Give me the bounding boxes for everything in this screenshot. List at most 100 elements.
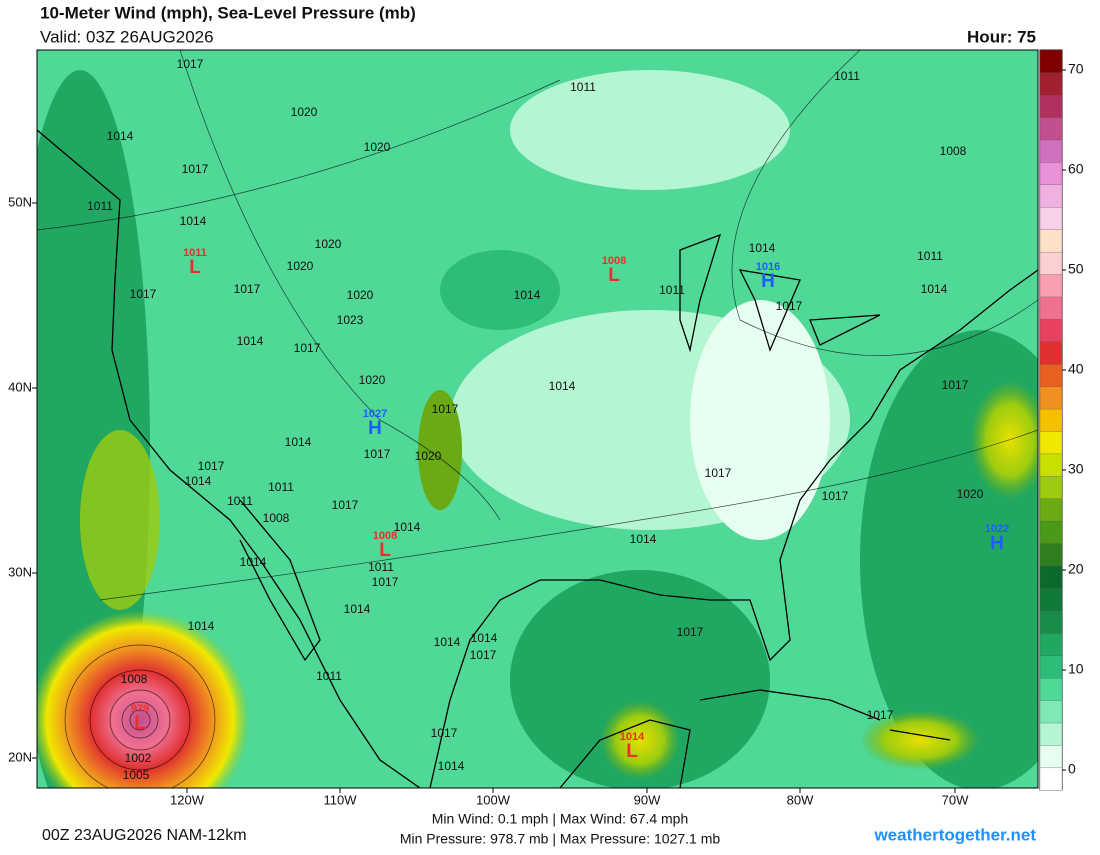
colorbar-label: 60: [1068, 161, 1084, 177]
colorbar-cell: [1039, 318, 1063, 342]
center-value: 1011: [183, 247, 207, 259]
isobar-label: 1017: [177, 57, 204, 71]
colorbar-cell: [1039, 274, 1063, 298]
isobar-label: 1014: [434, 635, 461, 649]
isobar-label: 1020: [291, 105, 318, 119]
map-area: 1017 1020 1020 1014 1017 1011 1011 1008 1011 1014…: [37, 50, 1038, 788]
center-value: 1022: [985, 523, 1009, 535]
isobar-label: 1020: [315, 237, 342, 251]
colorbar-cell: [1039, 184, 1063, 208]
isobar-label: 1017: [822, 489, 849, 503]
isobar-label: 1017: [705, 466, 732, 480]
wind-shade: [970, 380, 1038, 500]
isobar-label: 1002: [125, 751, 152, 765]
colorbar-cell: [1039, 117, 1063, 141]
colorbar-cell: [1039, 745, 1063, 769]
wind-shade: [510, 70, 790, 190]
isobar-label: 1011: [368, 560, 394, 574]
isobar-label: 1020: [415, 449, 442, 463]
isobar-label: 1017: [677, 625, 704, 639]
isobar-label: 1014: [180, 214, 207, 228]
isobar-label: 1017: [942, 378, 969, 392]
colorbar-cell: [1039, 408, 1063, 432]
colorbar-cell: [1039, 431, 1063, 455]
colorbar-cell: [1039, 49, 1063, 73]
colorbar-cell: [1039, 700, 1063, 724]
colorbar-cell: [1039, 161, 1063, 185]
colorbar-cell: [1039, 251, 1063, 275]
colorbar-label: 70: [1068, 61, 1084, 77]
colorbar-cell: [1039, 296, 1063, 320]
isobar-label: 1008: [940, 144, 967, 158]
colorbar-label: 20: [1068, 561, 1084, 577]
colorbar-cell: [1039, 72, 1063, 96]
hurricane-wind: [37, 610, 250, 788]
colorbar-label: 40: [1068, 361, 1084, 377]
isobar-label: 1017: [332, 498, 359, 512]
isobar-label: 1017: [294, 341, 321, 355]
colorbar-label: 0: [1068, 761, 1076, 777]
title: 10-Meter Wind (mph), Sea-Level Pressure …: [40, 3, 416, 22]
isobar-label: 1014: [237, 334, 264, 348]
lon-label: 70W: [942, 792, 969, 807]
wind-shade: [860, 710, 980, 770]
wind-stats: Min Wind: 0.1 mph | Max Wind: 67.4 mph: [432, 811, 689, 827]
isobar-label: 1020: [359, 373, 386, 387]
colorbar-cell: [1039, 341, 1063, 365]
isobar-label: 1017: [234, 282, 261, 296]
isobar-label: 1014: [921, 282, 948, 296]
lat-label: 40N: [8, 379, 32, 394]
isobar-label: 1020: [347, 288, 374, 302]
isobar-label: 1017: [130, 287, 157, 301]
isobar-label: 1011: [316, 669, 342, 683]
colorbar-cell: [1039, 498, 1063, 522]
isobar-label: 1008: [263, 511, 290, 525]
lon-label: 90W: [634, 792, 661, 807]
colorbar-label: 10: [1068, 661, 1084, 677]
wind-shade: [510, 570, 770, 788]
colorbar-cell: [1039, 520, 1063, 544]
colorbar-cell: [1039, 453, 1063, 477]
center-letter: H: [990, 533, 1004, 554]
colorbar-cell: [1039, 677, 1063, 701]
wind-shade: [600, 700, 680, 780]
colorbar-cell: [1039, 229, 1063, 253]
isobar-label: 1014: [630, 532, 657, 546]
center-letter: H: [368, 418, 382, 439]
colorbar-cell: [1039, 767, 1063, 791]
isobar-label: 1014: [514, 288, 541, 302]
center-letter: L: [379, 540, 391, 561]
isobar-label: 1014: [749, 241, 776, 255]
isobar-label: 1014: [549, 379, 576, 393]
colorbar-label: 50: [1068, 261, 1084, 277]
isobar-label: 1014: [394, 520, 421, 534]
pressure-stats: Min Pressure: 978.7 mb | Max Pressure: 1…: [400, 831, 721, 847]
center-value: 1008: [602, 255, 626, 267]
isobar-label: 1017: [431, 726, 458, 740]
colorbar-cell: [1039, 206, 1063, 230]
isobar-label: 1011: [659, 283, 685, 297]
colorbar-cell: [1039, 655, 1063, 679]
isobar-label: 1017: [364, 447, 391, 461]
lon-label: 110W: [324, 792, 358, 807]
lon-label: 100W: [476, 792, 511, 807]
lon-label: 80W: [787, 792, 814, 807]
lat-label: 30N: [8, 564, 32, 579]
colorbar-cell: [1039, 610, 1063, 634]
lat-label: 50N: [8, 194, 32, 209]
colorbar-cell: [1039, 386, 1063, 410]
isobar-label: 1014: [240, 555, 267, 569]
site-name: weathertogether.net: [873, 825, 1036, 844]
isobar-label: 1017: [182, 162, 209, 176]
isobar-label: 1020: [957, 487, 984, 501]
center-value: 979: [131, 703, 149, 715]
map-frame: [36, 49, 1039, 789]
colorbar-cell: [1039, 588, 1063, 612]
center-letter: L: [608, 265, 620, 286]
map-labels: 1017 1020 1020 1014 1017 1011 1011 1008 1011 1014…: [87, 57, 1009, 782]
wind-shade: [418, 390, 462, 510]
wind-shade: [440, 250, 560, 330]
isobar-label: 1020: [364, 140, 391, 154]
center-value: 1027: [363, 408, 387, 420]
isobar-label: 1014: [107, 129, 134, 143]
